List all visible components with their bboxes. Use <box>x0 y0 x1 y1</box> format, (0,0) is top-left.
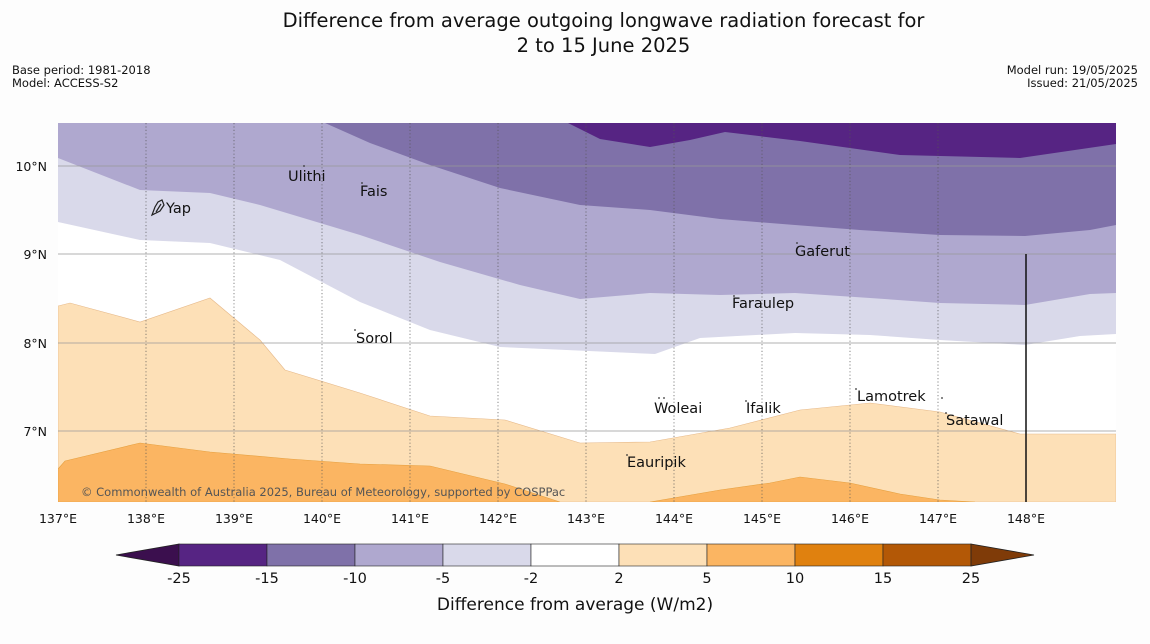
lat-tick-9n: 9°N <box>23 247 47 262</box>
lat-tick-8n: 8°N <box>23 336 47 351</box>
lon-tick-141e: 141°E <box>391 511 429 526</box>
place-label-lamotrek: Lamotrek <box>857 389 926 405</box>
colorbar-segment <box>178 543 268 567</box>
band-pos-2-5 <box>58 297 1116 502</box>
colorbar-segment <box>354 543 444 567</box>
colorbar-tick-5: 5 <box>702 571 711 587</box>
colorbar-tick-minus-10: -10 <box>343 571 367 587</box>
anomaly-field <box>58 123 1116 502</box>
lat-tick-10n: 10°N <box>15 159 47 174</box>
place-label-fais: Fais <box>360 184 387 200</box>
colorbar-extend-low <box>115 543 180 567</box>
copyright-notice: © Commonwealth of Australia 2025, Bureau… <box>81 485 565 499</box>
meta-right: Model run: 19/05/2025 Issued: 21/05/2025 <box>1007 64 1138 90</box>
issued-date: Issued: 21/05/2025 <box>1027 76 1138 90</box>
colorbar-tick-2: 2 <box>614 571 623 587</box>
lon-tick-138e: 138°E <box>127 511 165 526</box>
place-label-yap: Yap <box>165 201 191 217</box>
lon-tick-144e: 144°E <box>655 511 693 526</box>
colorbar-extend-high <box>970 543 1035 567</box>
colorbar-tick-10: 10 <box>786 571 804 587</box>
band-neg-15-25 <box>568 123 1116 158</box>
lon-tick-142e: 142°E <box>479 511 517 526</box>
lon-tick-143e: 143°E <box>567 511 605 526</box>
yap-island-icon <box>150 199 165 217</box>
lon-tick-148e: 148°E <box>1007 511 1045 526</box>
place-label-eauripik: Eauripik <box>627 455 686 471</box>
place-label-satawal: Satawal <box>946 413 1003 429</box>
colorbar-label: Difference from average (W/m2) <box>437 595 713 615</box>
colorbar-segment <box>618 543 708 567</box>
colorbar-segment <box>266 543 356 567</box>
place-label-sorol: Sorol <box>356 331 393 347</box>
colorbar-segment <box>794 543 884 567</box>
model-name: Model: ACCESS-S2 <box>12 76 119 90</box>
place-label-faraulep: Faraulep <box>732 296 794 312</box>
lon-tick-140e: 140°E <box>303 511 341 526</box>
colorbar-tick-labels: -25 -15 -10 -5 -2 2 5 10 15 25 <box>167 571 980 587</box>
island-marks <box>303 165 947 456</box>
colorbar-tick-minus-5: -5 <box>436 571 450 587</box>
colorbar-segment <box>882 543 972 567</box>
latitude-tick-labels: 10°N 9°N 8°N 7°N <box>15 159 47 439</box>
band-pos-5-10 <box>58 442 561 502</box>
colorbar-segment <box>442 543 532 567</box>
place-label-woleai: Woleai <box>654 401 702 417</box>
lon-tick-146e: 146°E <box>831 511 869 526</box>
lon-tick-137e: 137°E <box>39 511 77 526</box>
band-pos-5-10-east <box>649 476 976 502</box>
colorbar-tick-minus-15: -15 <box>255 571 279 587</box>
colorbar-tick-25: 25 <box>962 571 980 587</box>
place-label-ifalik: Ifalik <box>746 401 781 417</box>
colorbar-tick-minus-25: -25 <box>167 571 191 587</box>
model-run: Model run: 19/05/2025 <box>1006 63 1138 77</box>
title-line-2: 2 to 15 June 2025 <box>516 34 691 57</box>
place-label-gaferut: Gaferut <box>795 244 850 260</box>
place-label-ulithi: Ulithi <box>288 169 326 185</box>
meta-left: Base period: 1981-2018 Model: ACCESS-S2 <box>12 64 151 90</box>
lon-tick-147e: 147°E <box>919 511 957 526</box>
title-line-1: Difference from average outgoing longwav… <box>282 9 925 32</box>
lon-tick-145e: 145°E <box>743 511 781 526</box>
map-title: Difference from average outgoing longwav… <box>0 8 1150 58</box>
base-period: Base period: 1981-2018 <box>12 63 151 77</box>
colorbar-segment <box>706 543 796 567</box>
lon-tick-139e: 139°E <box>215 511 253 526</box>
colorbar-segment <box>530 543 620 567</box>
colorbar-tick-15: 15 <box>874 571 892 587</box>
longitude-tick-labels: 137°E 138°E 139°E 140°E 141°E 142°E 143°… <box>39 511 1045 526</box>
colorbar-tick-minus-2: -2 <box>524 571 538 587</box>
lat-tick-7n: 7°N <box>23 424 47 439</box>
latitude-gridlines <box>58 165 1116 432</box>
place-labels: Yap Ulithi Fais Gaferut Faraulep Sorol W… <box>165 169 1003 471</box>
colorbar <box>115 543 1035 567</box>
